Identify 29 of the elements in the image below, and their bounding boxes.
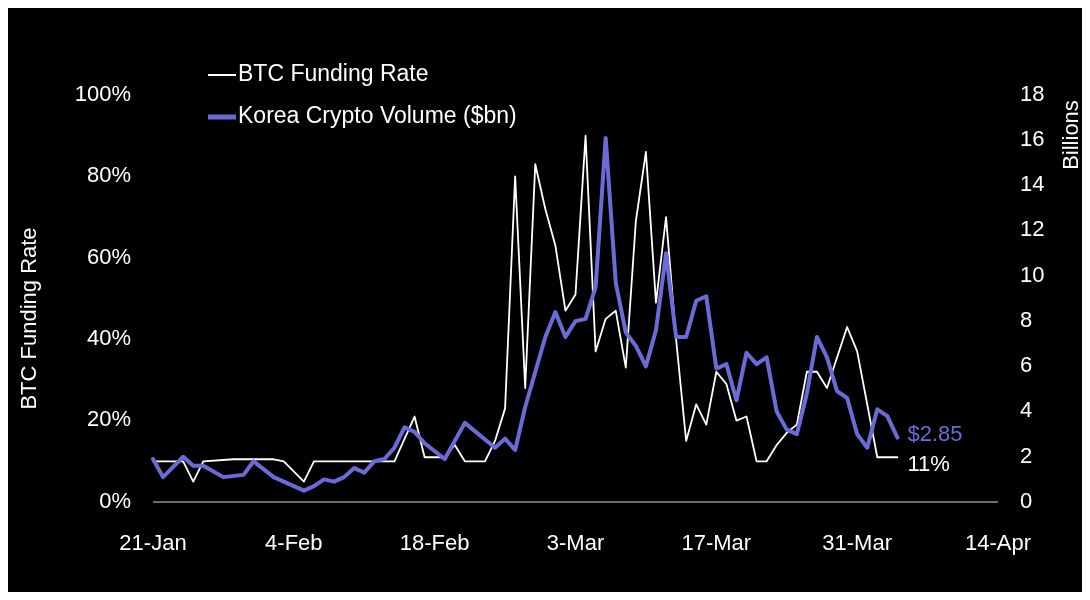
y-tick-label: 60% xyxy=(86,243,131,269)
y-tick-label: 100% xyxy=(74,80,131,106)
y-tick-label: 80% xyxy=(86,162,131,188)
y-tick-label: 0% xyxy=(99,487,131,513)
y2-axis-title: Billions xyxy=(1058,100,1083,170)
y-axis-title: BTC Funding Rate xyxy=(16,227,41,410)
x-tick-label: 4-Feb xyxy=(265,530,323,555)
y2-tick-label: 12 xyxy=(1020,216,1045,242)
y2-tick-label: 4 xyxy=(1020,397,1033,423)
y2-tick-label: 6 xyxy=(1020,352,1033,378)
y2-tick-label: 0 xyxy=(1020,487,1033,513)
x-tick-label: 21-Jan xyxy=(119,530,187,555)
x-tick-label: 3-Mar xyxy=(546,530,605,555)
y2-tick-label: 8 xyxy=(1020,306,1033,332)
x-tick-label: 14-Apr xyxy=(964,530,1032,555)
x-tick-label: 18-Feb xyxy=(399,530,470,555)
legend-label: BTC Funding Rate xyxy=(238,60,429,87)
x-tick-label: 31-Mar xyxy=(822,530,893,555)
y2-tick-label: 18 xyxy=(1020,80,1045,106)
y2-tick-label: 10 xyxy=(1020,261,1045,287)
y2-tick-label: 14 xyxy=(1020,171,1045,197)
y2-tick-label: 16 xyxy=(1020,126,1045,152)
y-tick-label: 20% xyxy=(86,406,131,432)
legend-label: Korea Crypto Volume ($bn) xyxy=(238,102,517,129)
y2-tick-label: 2 xyxy=(1020,442,1033,468)
x-tick-label: 17-Mar xyxy=(681,530,752,555)
data-label: 11% xyxy=(907,451,950,477)
data-label: $2.85 xyxy=(907,421,963,447)
y-tick-label: 40% xyxy=(86,325,131,351)
